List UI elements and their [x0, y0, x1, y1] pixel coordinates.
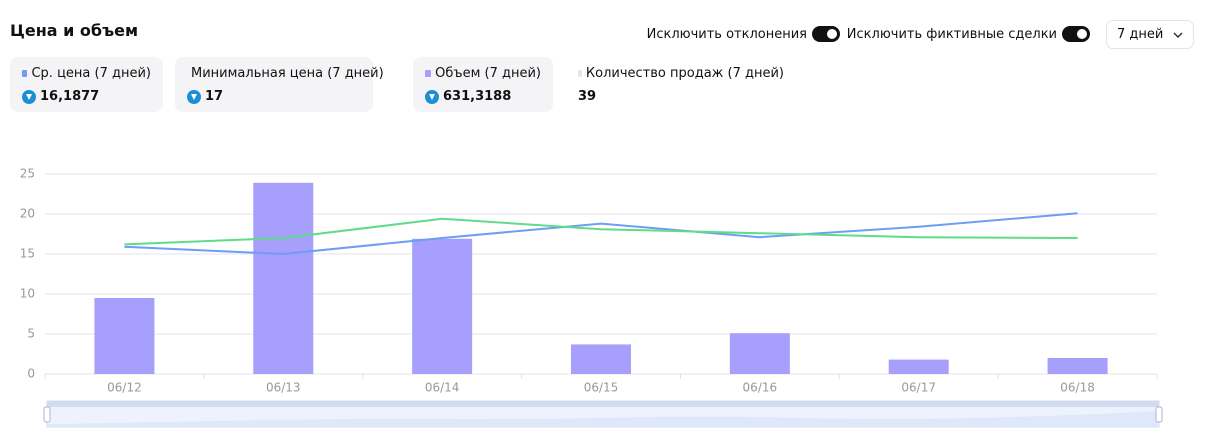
bar: [888, 359, 949, 374]
y-tick-label: 25: [20, 167, 35, 181]
legend-label: Ср. цена (7 дней): [31, 66, 151, 81]
dropdown-label: 7 дней: [1117, 27, 1164, 42]
slider-preview: [47, 411, 1159, 427]
x-tick-label: 06/13: [266, 381, 301, 395]
y-tick-label: 5: [27, 327, 35, 341]
legend-swatch: [425, 70, 432, 77]
stat-card: Объем (7 дней) 631,3188: [413, 57, 553, 112]
bar: [412, 238, 473, 374]
line: [124, 217, 1078, 246]
stat-card: Минимальная цена (7 дней) 17: [175, 57, 384, 112]
bar: [571, 344, 631, 374]
bar: [729, 333, 790, 374]
stat-card: Ср. цена (7 дней) 16,1877: [10, 57, 163, 112]
toggle[interactable]: Исключить фиктивные сделки: [847, 26, 1090, 42]
x-tick-label: 06/15: [584, 381, 619, 395]
y-tick-label: 0: [27, 367, 35, 381]
y-tick-label: 15: [20, 247, 35, 261]
slider-bar: [47, 401, 1159, 407]
stat-value: 631,3188: [443, 89, 512, 104]
y-tick-label: 10: [20, 287, 35, 301]
x-tick-label: 06/16: [743, 381, 778, 395]
bar: [1047, 358, 1108, 374]
toggle-label: Исключить фиктивные сделки: [846, 26, 1057, 42]
slider-handle[interactable]: [43, 406, 51, 423]
x-tick-label: 06/14: [425, 381, 460, 395]
chevron: [1173, 32, 1183, 39]
x-tick-label: 06/17: [901, 381, 936, 395]
slider-handle[interactable]: [1155, 406, 1163, 423]
line: [124, 212, 1078, 256]
y-tick-label: 20: [20, 207, 35, 221]
legend-label: Количество продаж (7 дней): [585, 66, 784, 81]
section-title: Цена и объем: [10, 21, 139, 40]
legend-label: Объем (7 дней): [435, 66, 541, 81]
bar: [94, 298, 155, 374]
switch[interactable]: [1062, 26, 1090, 42]
range-slider[interactable]: [43, 400, 1163, 428]
toggle-label: Исключить отклонения: [646, 26, 807, 42]
stat-value: 39: [578, 89, 597, 104]
legend-swatch: [22, 70, 28, 77]
x-tick-label: 06/12: [107, 381, 142, 395]
legend-swatch: [578, 70, 582, 77]
toggle[interactable]: Исключить отклонения: [647, 26, 840, 42]
switch[interactable]: [812, 26, 840, 42]
stat-value: 16,1877: [40, 89, 100, 104]
coin-icon: [425, 89, 439, 104]
coin-icon: [22, 89, 36, 104]
coin-icon: [187, 89, 201, 104]
stat-value: 17: [205, 89, 224, 104]
stat-card: Количество продаж (7 дней) 39: [566, 57, 796, 112]
x-tick-label: 06/18: [1060, 381, 1095, 395]
period-dropdown[interactable]: 7 дней: [1106, 20, 1194, 49]
legend-label: Минимальная цена (7 дней): [191, 66, 384, 81]
bar: [253, 182, 314, 374]
